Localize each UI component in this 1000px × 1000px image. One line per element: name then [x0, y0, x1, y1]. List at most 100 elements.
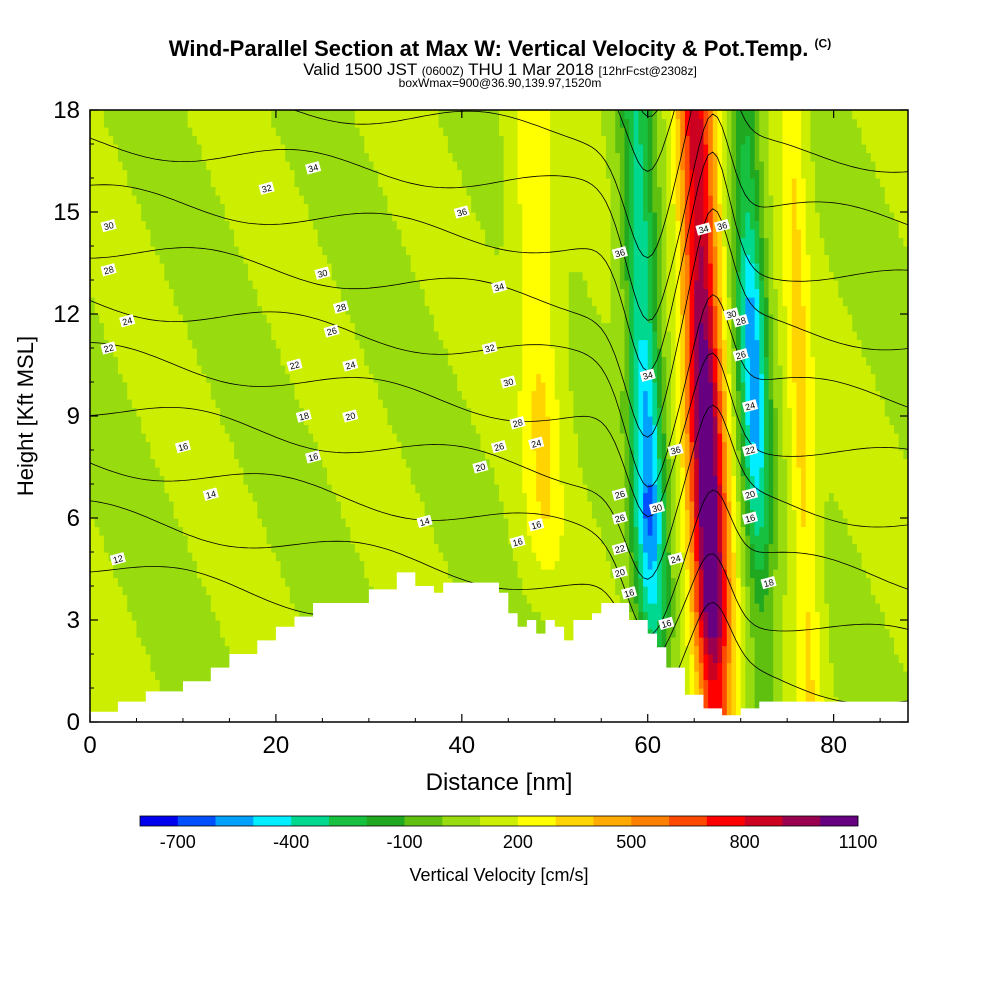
- w-cell: [141, 305, 147, 315]
- box-info: boxWmax=900@36.90,139.97,1520m: [398, 76, 602, 90]
- w-cell: [141, 390, 147, 400]
- w-cell: [192, 628, 198, 638]
- w-cell: [401, 348, 407, 358]
- w-cell: [136, 373, 142, 383]
- w-cell: [145, 373, 152, 383]
- w-cell: [387, 526, 393, 536]
- w-cell: [234, 203, 240, 213]
- w-cell: [303, 543, 310, 553]
- w-cell: [113, 339, 119, 349]
- w-cell: [113, 577, 119, 587]
- w-cell: [210, 263, 217, 273]
- w-cell: [331, 407, 337, 417]
- w-cell: [113, 399, 119, 409]
- w-cell: [141, 178, 147, 188]
- w-cell: [340, 314, 347, 324]
- w-cell: [387, 484, 393, 494]
- w-cell: [94, 348, 100, 358]
- w-cell: [103, 288, 110, 298]
- w-cell: [224, 441, 231, 451]
- w-cell: [229, 271, 235, 281]
- w-cell: [340, 399, 347, 409]
- w-cell: [90, 288, 96, 298]
- w-cell: [261, 144, 268, 154]
- w-cell: [252, 161, 258, 171]
- w-cell: [201, 492, 207, 502]
- w-cell: [206, 560, 212, 570]
- w-cell: [354, 339, 361, 349]
- w-cell: [317, 441, 323, 451]
- w-cell: [350, 382, 356, 392]
- w-cell: [108, 433, 114, 443]
- w-cell: [215, 399, 221, 409]
- w-cell: [108, 688, 114, 698]
- w-cell: [238, 484, 244, 494]
- w-cell: [122, 169, 128, 179]
- w-cell: [340, 441, 347, 451]
- w-cell: [99, 603, 105, 613]
- w-cell: [192, 127, 198, 137]
- w-cell: [155, 654, 161, 664]
- w-cell: [141, 356, 147, 366]
- w-cell: [108, 458, 114, 468]
- w-cell: [164, 552, 170, 562]
- w-cell: [103, 696, 110, 706]
- w-cell: [131, 594, 138, 604]
- w-cell: [327, 288, 333, 298]
- w-cell: [271, 339, 277, 349]
- w-cell: [155, 127, 161, 137]
- w-cell: [122, 305, 128, 315]
- w-cell: [396, 203, 402, 213]
- w-cell: [252, 526, 258, 536]
- w-cell: [99, 246, 105, 256]
- w-cell: [406, 501, 412, 511]
- w-cell: [141, 246, 147, 256]
- w-cell: [243, 288, 249, 298]
- w-cell: [159, 246, 165, 256]
- w-cell: [117, 237, 124, 247]
- w-cell: [350, 594, 356, 604]
- w-cell: [155, 586, 161, 596]
- w-cell: [229, 645, 235, 655]
- w-cell: [392, 288, 398, 298]
- w-cell: [90, 271, 96, 281]
- w-cell: [90, 671, 96, 681]
- w-cell: [331, 280, 337, 290]
- w-cell: [354, 475, 361, 485]
- w-cell: [313, 594, 319, 604]
- w-cell: [401, 399, 407, 409]
- w-cell: [322, 356, 328, 366]
- w-cell: [280, 229, 286, 239]
- w-cell: [289, 535, 296, 545]
- w-cell: [234, 594, 240, 604]
- w-cell: [387, 543, 393, 553]
- w-cell: [196, 577, 203, 587]
- w-cell: [94, 433, 100, 443]
- w-cell: [336, 348, 342, 358]
- w-cell: [373, 569, 379, 579]
- w-cell: [406, 212, 412, 222]
- w-cell: [280, 305, 286, 315]
- w-cell: [215, 373, 221, 383]
- w-cell: [103, 127, 110, 137]
- w-cell: [164, 373, 170, 383]
- w-cell: [271, 212, 277, 222]
- w-cell: [294, 314, 300, 324]
- w-cell: [294, 399, 300, 409]
- w-cell: [392, 152, 398, 162]
- w-cell: [141, 229, 147, 239]
- w-cell: [150, 467, 156, 477]
- w-cell: [94, 203, 100, 213]
- w-cell: [196, 127, 203, 137]
- w-cell: [117, 645, 124, 655]
- w-cell: [178, 322, 184, 332]
- w-cell: [308, 169, 314, 179]
- w-cell: [252, 586, 258, 596]
- w-cell: [266, 254, 272, 264]
- w-cell: [108, 611, 114, 621]
- w-cell: [303, 195, 310, 205]
- w-cell: [159, 144, 165, 154]
- w-cell: [261, 288, 268, 298]
- w-cell: [122, 229, 128, 239]
- w-cell: [257, 441, 263, 451]
